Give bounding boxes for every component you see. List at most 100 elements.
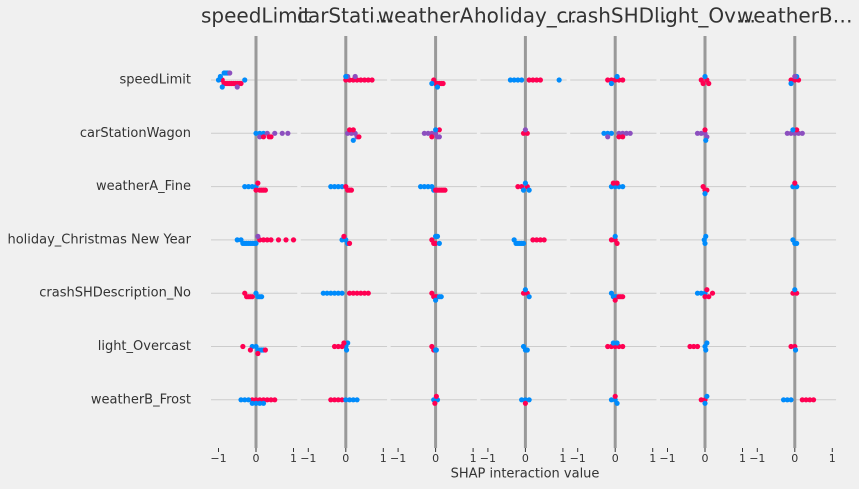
dot [526,294,532,300]
dot [691,343,697,350]
dot [627,130,633,136]
x-axis-label: SHAP interaction value [451,467,600,482]
dot [698,290,704,296]
x-tick-label: 0 [702,452,709,465]
row-label: speedLimit [120,73,192,88]
x-tick-label: 0 [791,452,798,465]
dot [605,77,611,83]
dot [350,137,356,143]
dot [331,343,338,350]
dot [260,400,267,406]
dot [608,130,615,136]
dot [345,340,351,346]
dot [335,343,341,350]
dot [245,184,252,190]
dot [614,340,620,346]
dot [702,191,708,197]
dot [238,397,244,403]
dot [257,134,263,140]
dot [234,84,240,90]
dot [706,294,712,300]
dot [429,134,435,140]
dot [541,237,547,243]
dot [519,397,525,403]
dot [341,340,347,346]
dot [515,184,521,190]
dot [245,397,252,403]
dot [515,77,521,83]
dot [799,397,805,403]
dot [429,80,435,87]
dot [279,130,285,136]
dot [350,127,356,133]
dot [694,290,701,296]
x-tick-label: 1 [470,452,477,465]
dot [343,347,350,353]
dot [217,73,223,80]
dot [612,297,618,303]
dot [780,397,787,403]
dot [272,130,278,136]
row-label: holiday_Christmas New Year [7,232,191,247]
x-tick-label: 1 [649,452,656,465]
dot [262,187,268,193]
dot [249,400,255,406]
dot [788,397,794,403]
dot [341,233,347,239]
dot [434,84,441,90]
dot [702,400,708,406]
x-tick-label: −1 [210,452,226,465]
dot [698,397,704,403]
dot [436,134,442,140]
dot [343,73,349,80]
dot [702,240,708,246]
x-tick-label: 1 [380,452,387,465]
dot [425,184,431,190]
dot [328,397,334,403]
dot [530,237,536,243]
dot [620,134,626,140]
dot [227,70,233,76]
dot [794,127,800,133]
dot [348,187,355,193]
dot [433,240,439,246]
dot [242,77,248,83]
dot [608,397,615,403]
dot [610,180,616,186]
dot [810,397,817,403]
dot [792,73,798,80]
dot [432,400,438,406]
dot [623,130,630,136]
dot [700,80,706,87]
dot [356,134,362,140]
dot [242,397,248,403]
dot [253,187,259,193]
panel-title: light_Ov… [654,4,756,28]
dot [698,130,704,136]
x-tick-label: −1 [749,452,765,465]
dot [255,350,261,357]
dot [335,290,341,296]
dot [242,184,248,190]
dot [704,287,710,293]
dot [324,290,330,296]
dot [268,397,274,403]
panel-title: carStati… [297,4,395,28]
dot [272,397,278,403]
dot [436,240,442,246]
dot [520,187,527,193]
dot [350,397,356,403]
x-tick-label: −1 [300,452,316,465]
dot [343,397,349,403]
dot [253,130,259,136]
dot [608,80,615,87]
dot [257,400,263,406]
dot [526,397,532,403]
dot [339,184,345,190]
dot [255,233,261,239]
x-tick-label: 0 [612,452,619,465]
dot [612,233,618,239]
dot [354,290,360,296]
dot [792,287,798,293]
